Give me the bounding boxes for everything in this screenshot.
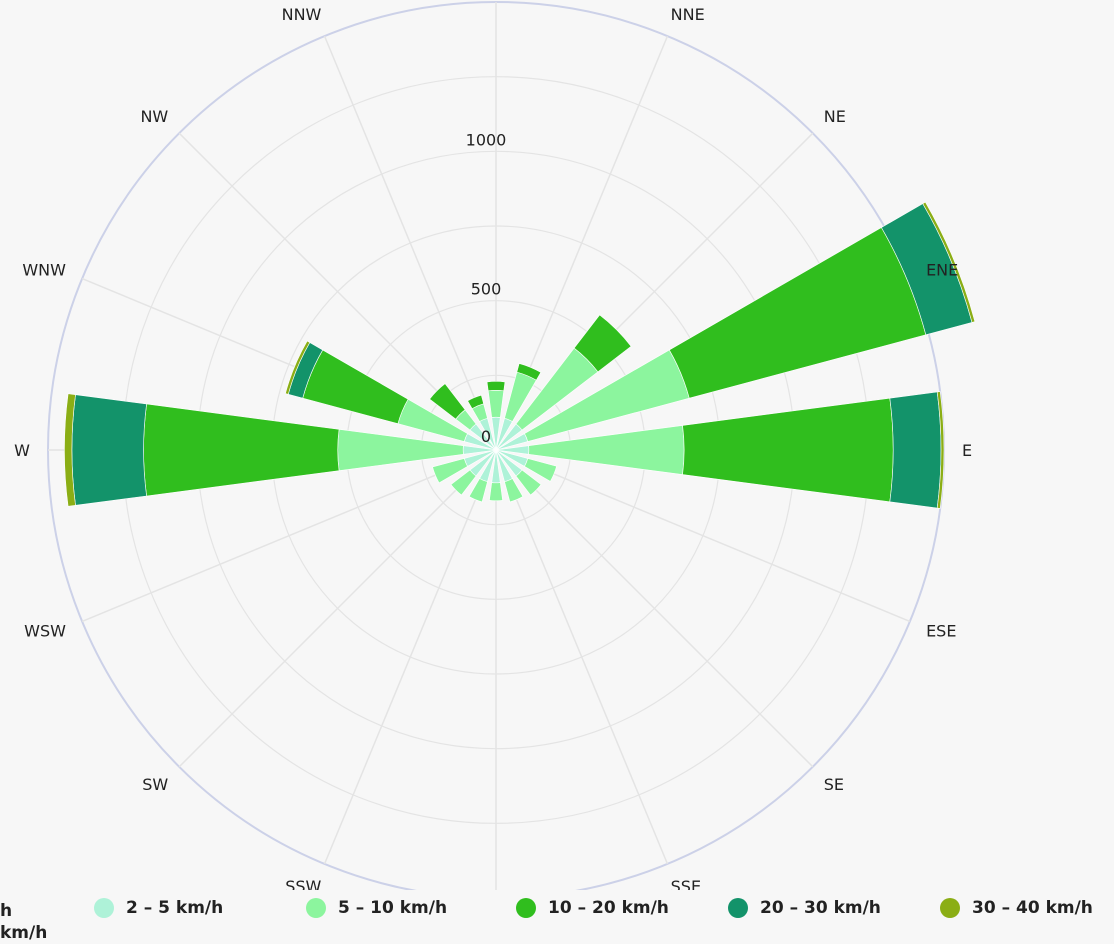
direction-label-e: E: [962, 441, 972, 460]
direction-label-ene: ENE: [926, 260, 958, 279]
bar-e-series-4[interactable]: [936, 391, 945, 509]
grid-spoke: [323, 35, 497, 451]
direction-label-nne: NNE: [671, 5, 705, 24]
legend-item-2-5[interactable]: 2 – 5 km/h: [94, 898, 223, 918]
bar-nw-series-2[interactable]: [429, 383, 466, 420]
direction-label-nnw: NNW: [282, 5, 322, 24]
bar-sw-series-1[interactable]: [450, 469, 477, 496]
legend-item-10-20[interactable]: 10 – 20 km/h: [516, 898, 669, 918]
bar-n-series-2[interactable]: [486, 381, 506, 392]
direction-label-w: W: [14, 441, 30, 460]
bar-e-series-2[interactable]: [682, 397, 894, 503]
legend-cut-label: h km/h: [0, 900, 47, 944]
bar-wsw-series-1[interactable]: [432, 458, 468, 484]
direction-label-sw: SW: [142, 775, 168, 794]
direction-label-sse: SSE: [671, 877, 701, 890]
bar-ene-series-4[interactable]: [922, 201, 976, 323]
direction-label-wnw: WNW: [22, 260, 66, 279]
bar-w-series-3[interactable]: [71, 394, 147, 506]
radial-tick-label: 0: [481, 427, 491, 446]
legend-label: 30 – 40 km/h: [972, 898, 1093, 918]
direction-label-wsw: WSW: [24, 622, 66, 641]
legend-label: 2 – 5 km/h: [126, 898, 224, 918]
legend-item-30-40[interactable]: 30 – 40 km/h: [940, 898, 1093, 918]
wind-rose-chart: 05001000NNNENEENEEESESESSESSSWSWWSWWWNWN…: [14, 1, 976, 890]
legend-cut-line-1: h: [0, 901, 13, 921]
legend-swatch: [94, 898, 114, 918]
bar-wnw-series-4[interactable]: [285, 340, 311, 395]
grid-spoke: [323, 449, 497, 865]
labels-layer: 05001000NNNENEENEEESESESSESSSWSWWSWWWNWN…: [14, 5, 972, 890]
bar-ssw-series-1[interactable]: [468, 478, 488, 503]
bar-s-series-1[interactable]: [489, 482, 503, 502]
bar-nne-series-2[interactable]: [516, 363, 542, 381]
bar-nnw-series-2[interactable]: [467, 394, 484, 410]
bar-e-series-3[interactable]: [889, 391, 942, 509]
bar-se-series-1[interactable]: [515, 469, 542, 496]
legend-item-20-30[interactable]: 20 – 30 km/h: [728, 898, 881, 918]
legend-swatch: [940, 898, 960, 918]
bar-wnw-series-2[interactable]: [302, 349, 409, 425]
grid-spoke: [495, 449, 669, 865]
legend-swatch: [516, 898, 536, 918]
direction-label-se: SE: [824, 775, 844, 794]
bar-w-series-2[interactable]: [143, 403, 340, 497]
direction-label-ese: ESE: [926, 622, 956, 641]
bar-ene-series-2[interactable]: [668, 227, 927, 399]
bar-n-series-1[interactable]: [487, 389, 505, 418]
bar-w-series-4[interactable]: [64, 393, 76, 507]
bars-layer: [64, 201, 976, 509]
legend: h km/h 2 – 5 km/h 5 – 10 km/h 10 – 20 km…: [0, 892, 1114, 944]
legend-label: 10 – 20 km/h: [548, 898, 669, 918]
bar-ese-series-1[interactable]: [524, 458, 557, 482]
radial-tick-label: 1000: [466, 130, 507, 149]
legend-label: 20 – 30 km/h: [760, 898, 881, 918]
grid-spoke: [178, 449, 497, 768]
grid-spoke: [495, 449, 911, 623]
legend-item-5-10[interactable]: 5 – 10 km/h: [306, 898, 447, 918]
grid-spoke: [495, 449, 814, 768]
bar-ne-series-2[interactable]: [573, 314, 632, 373]
direction-label-ssw: SSW: [285, 877, 321, 890]
grid-spoke: [81, 449, 497, 623]
legend-label: 5 – 10 km/h: [338, 898, 448, 918]
direction-label-ne: NE: [824, 107, 846, 126]
radial-tick-label: 500: [471, 280, 502, 299]
legend-swatch: [306, 898, 326, 918]
legend-swatch: [728, 898, 748, 918]
legend-cut-line-2: km/h: [0, 923, 48, 943]
bar-sse-series-1[interactable]: [504, 478, 524, 503]
direction-label-nw: NW: [140, 107, 168, 126]
